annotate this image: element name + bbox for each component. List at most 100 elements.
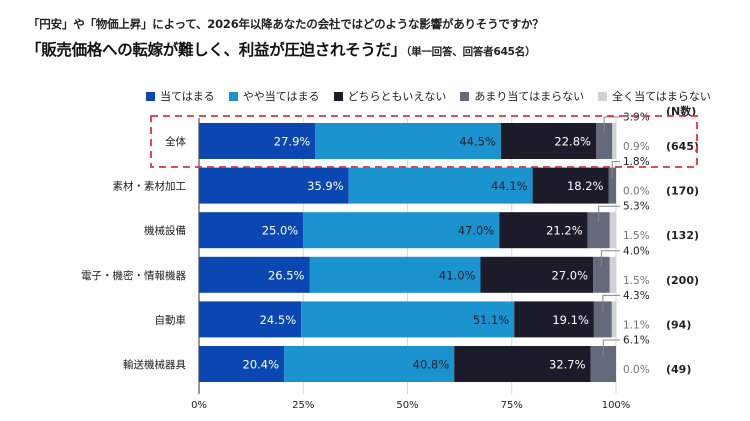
data-label-1-3: 1.8%	[623, 156, 650, 168]
n-count-2: (132)	[666, 229, 699, 242]
data-label-5-2: 32.7%	[549, 358, 586, 372]
category-label-0: 全体	[165, 135, 186, 148]
data-label-3-3: 4.0%	[623, 245, 650, 257]
x-tick-label-4: 100%	[602, 400, 631, 411]
data-label-3-1: 41.0%	[439, 268, 476, 282]
data-label-2-4: 1.5%	[623, 230, 650, 242]
n-count-1: (170)	[666, 185, 699, 198]
bar-segment-0-1	[315, 123, 501, 159]
bar-segment-2-2	[499, 212, 588, 249]
category-label-2: 機械設備	[144, 224, 186, 237]
n-count-0: (645)	[666, 140, 699, 153]
bar-segment-4-1	[301, 301, 515, 338]
bar-segment-3-4	[609, 256, 616, 293]
bar-segment-3-1	[309, 256, 481, 293]
data-label-2-1: 47.0%	[458, 224, 495, 238]
bar-segment-4-3	[593, 301, 612, 338]
x-tick-label-1: 25%	[292, 400, 314, 411]
n-count-4: (94)	[666, 318, 691, 331]
survey-question: 「円安」や「物価上昇」によって、2026年以降あなたの会社ではどのような影響があ…	[28, 17, 544, 31]
x-tick-label-3: 75%	[501, 400, 523, 411]
n-count-header: (N数)	[666, 105, 697, 118]
data-label-0-4: 0.9%	[623, 141, 650, 153]
bar-segment-0-3	[595, 123, 613, 159]
n-count-3: (200)	[666, 274, 699, 287]
legend-label-3: あまり当てはまらない	[474, 90, 585, 103]
legend-item-3: あまり当てはまらない	[460, 88, 584, 104]
category-label-1: 素材・素材加工	[113, 180, 187, 193]
data-label-3-4: 1.5%	[623, 275, 650, 287]
bar-segment-5-1	[284, 346, 455, 382]
chart-subtitle: （単一回答、回答者645名）	[406, 46, 536, 58]
bar-segment-1-2	[532, 167, 609, 204]
n-count-5: (49)	[666, 363, 691, 376]
callout-leader-5	[602, 339, 620, 356]
bar-segment-1-3	[608, 167, 616, 204]
data-label-5-0: 20.4%	[243, 358, 280, 372]
data-label-4-1: 51.1%	[473, 313, 510, 327]
bar-segment-5-0	[199, 346, 285, 382]
bar-segment-2-1	[303, 212, 500, 249]
data-label-0-3: 3.9%	[623, 112, 650, 124]
data-label-5-3: 6.1%	[623, 335, 650, 347]
legend-item-4: 全く当てはまらない	[598, 88, 711, 104]
chart-title-text: 「販売価格への転嫁が難しく、利益が圧迫されそうだ」	[26, 41, 407, 59]
data-label-1-4: 0.0%	[623, 186, 650, 198]
bar-segment-1-1	[348, 167, 533, 204]
bar-segment-4-2	[514, 301, 594, 338]
data-label-5-1: 40.8%	[413, 358, 450, 372]
bar-segment-2-3	[587, 212, 610, 249]
category-label-3: 電子・機密・情報機器	[81, 269, 186, 282]
callout-leader-1	[611, 161, 620, 178]
data-label-0-0: 27.9%	[274, 135, 311, 149]
legend: 当てはまる やや当てはまる どちらともいえない あまり当てはまらない 全く当ては…	[146, 88, 711, 104]
data-label-1-2: 18.2%	[567, 179, 604, 193]
legend-swatch-4	[598, 91, 608, 101]
legend-swatch-0	[146, 91, 155, 101]
data-label-2-0: 25.0%	[262, 224, 299, 238]
bar-segment-4-0	[199, 301, 302, 338]
data-label-4-3: 4.3%	[623, 290, 650, 302]
bar-segment-0-4	[612, 123, 616, 159]
legend-item-1: やや当てはまる	[228, 88, 320, 104]
data-label-1-0: 35.9%	[307, 179, 344, 193]
callout-leader-0	[603, 116, 620, 133]
data-label-2-3: 5.3%	[623, 201, 650, 213]
highlight-box	[150, 115, 698, 168]
legend-label-2: どちらともいえない	[347, 90, 447, 103]
data-label-3-2: 27.0%	[552, 268, 589, 282]
bar-segment-2-4	[609, 212, 616, 249]
data-label-3-0: 26.5%	[268, 268, 305, 282]
data-label-0-1: 44.5%	[459, 135, 496, 149]
data-label-5-4: 0.0%	[623, 364, 650, 376]
legend-label-4: 全く当てはまらない	[612, 90, 711, 103]
legend-swatch-2	[333, 91, 343, 101]
callout-leader-4	[602, 294, 620, 312]
bar-segment-5-2	[454, 346, 591, 382]
bar-segment-0-0	[199, 123, 316, 159]
callout-leader-2	[598, 205, 620, 223]
data-label-4-4: 1.1%	[623, 319, 650, 331]
category-label-5: 輸送機械器具	[123, 358, 186, 371]
category-label-4: 自動車	[155, 313, 187, 326]
chart-title: 「販売価格への転嫁が難しく、利益が圧迫されそうだ」（単一回答、回答者645名）	[26, 38, 536, 60]
bar-segment-3-2	[480, 256, 594, 293]
bar-segment-3-0	[199, 256, 310, 293]
legend-swatch-1	[228, 91, 238, 101]
callout-leader-3	[600, 250, 620, 267]
bar-segment-3-3	[593, 256, 610, 293]
bar-segment-0-2	[500, 123, 596, 159]
bar-segment-2-0	[199, 212, 304, 249]
data-label-0-2: 22.8%	[554, 135, 591, 149]
data-label-2-2: 21.2%	[546, 224, 583, 238]
legend-label-1: やや当てはまる	[242, 90, 320, 103]
legend-item-0: 当てはまる	[146, 88, 215, 104]
data-label-4-0: 24.5%	[260, 313, 297, 327]
x-tick-label-0: 0%	[191, 400, 207, 411]
data-label-4-2: 19.1%	[552, 313, 589, 327]
data-label-1-1: 44.1%	[491, 179, 528, 193]
legend-swatch-3	[460, 91, 470, 101]
legend-label-0: 当てはまる	[160, 90, 215, 103]
x-tick-label-2: 50%	[396, 400, 418, 411]
